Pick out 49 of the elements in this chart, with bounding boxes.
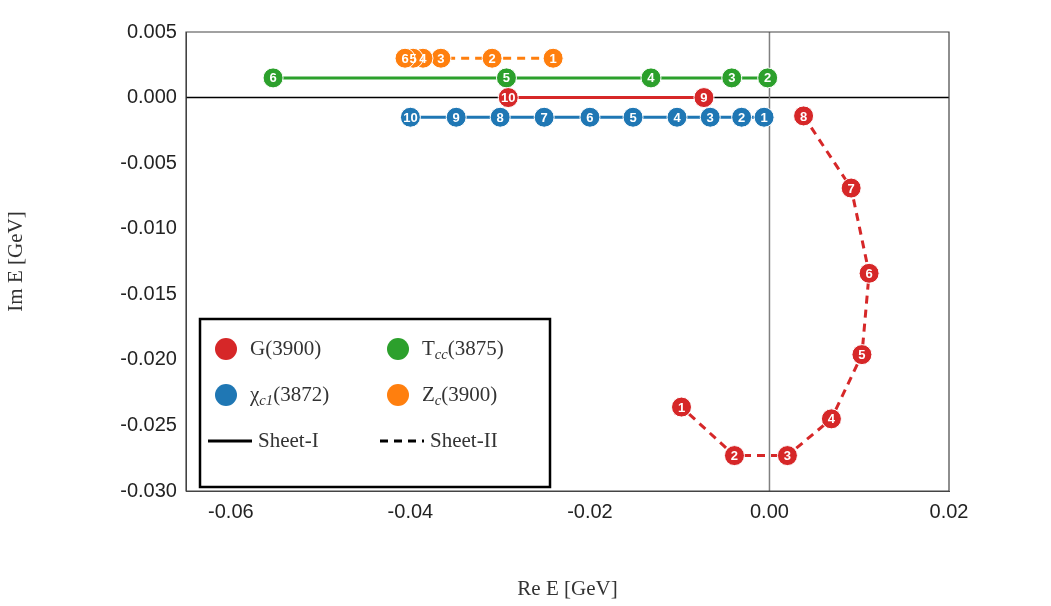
y-tick-label: -0.010	[120, 216, 177, 239]
y-tick-label: -0.005	[120, 150, 177, 173]
legend-label: G(3900)	[250, 335, 322, 360]
x-axis-title: Re E [GeV]	[517, 575, 618, 600]
x-tick-label: -0.04	[387, 499, 434, 522]
annotation: 2	[730, 448, 739, 464]
annotation: 5	[502, 70, 511, 86]
annotation: 7	[847, 180, 855, 196]
annotation: 6	[401, 50, 409, 66]
annotation: 6	[269, 70, 277, 86]
x-tick-label: 0.02	[929, 499, 969, 522]
annotation: 5	[858, 347, 866, 363]
annotation: 9	[452, 109, 460, 125]
annotation: 3	[728, 70, 736, 86]
annotation: 6	[865, 265, 873, 281]
x-tick-label: 0.00	[750, 499, 789, 522]
annotation: 5	[629, 109, 637, 125]
annotation: 10	[403, 109, 418, 125]
annotation: 9	[700, 90, 708, 106]
annotation: 6	[586, 109, 594, 125]
annotation: 4	[673, 109, 682, 125]
annotation: Sheet-II	[430, 427, 498, 452]
y-tick-label: -0.030	[120, 478, 177, 501]
annotation: 5	[409, 50, 417, 66]
y-tick-label: 0.000	[126, 85, 177, 108]
annotation: 8	[799, 108, 808, 124]
y-tick-label: -0.025	[120, 412, 177, 435]
annotation: 2	[738, 109, 746, 125]
y-axis-title: Im E [GeV]	[3, 211, 28, 312]
annotation: 2	[488, 50, 496, 66]
annotation: 3	[706, 109, 714, 125]
annotation: 4	[419, 50, 428, 66]
annotation: 10	[501, 90, 516, 106]
annotation: 3	[783, 448, 792, 464]
annotation: 8	[496, 109, 504, 125]
annotation: 1	[760, 109, 768, 125]
annotation: 4	[827, 411, 836, 427]
y-tick-label: -0.015	[120, 281, 177, 304]
annotation: 1	[549, 50, 557, 66]
x-tick-label: -0.06	[208, 499, 254, 522]
x-tick-label: -0.02	[567, 499, 613, 522]
annotation: 2	[764, 70, 772, 86]
annotation: 1	[677, 399, 686, 415]
annotation: Sheet-I	[258, 427, 319, 452]
y-tick-label: -0.020	[120, 347, 177, 370]
annotation: 4	[647, 70, 656, 86]
annotation: 7	[540, 109, 548, 125]
annotation: 3	[437, 50, 445, 66]
y-tick-label: 0.005	[126, 19, 177, 42]
